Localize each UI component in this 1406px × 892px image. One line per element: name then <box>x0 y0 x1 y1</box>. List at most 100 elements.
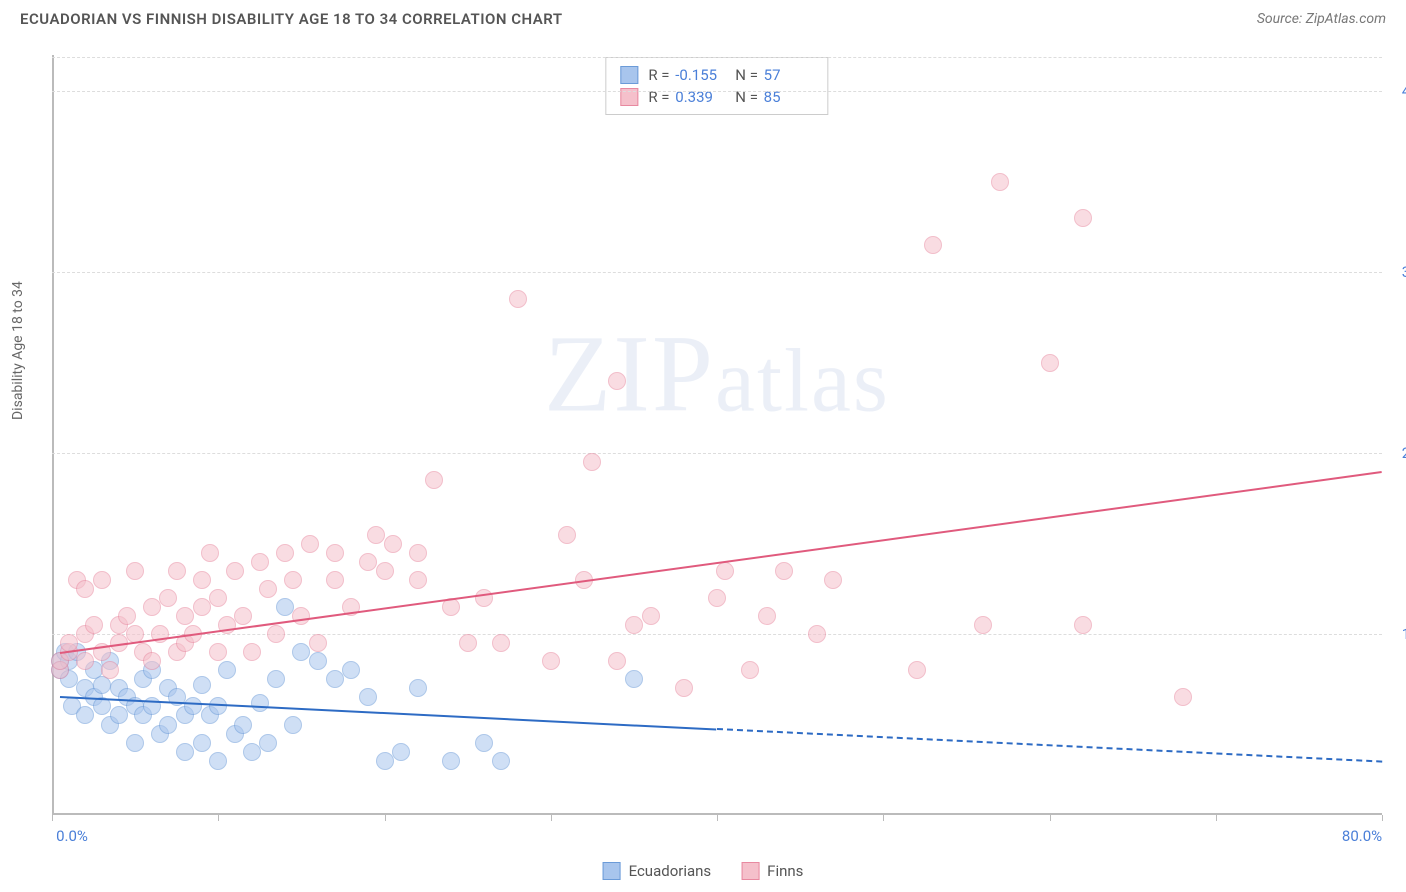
data-point <box>326 670 344 688</box>
gridline <box>52 272 1382 273</box>
data-point <box>101 661 119 679</box>
data-point <box>176 607 194 625</box>
data-point <box>143 652 161 670</box>
data-point <box>359 688 377 706</box>
data-point <box>442 752 460 770</box>
gridline <box>52 91 1382 92</box>
data-point <box>708 589 726 607</box>
data-point <box>924 236 942 254</box>
data-point <box>542 652 560 670</box>
data-point <box>168 562 186 580</box>
data-point <box>716 562 734 580</box>
data-point <box>218 661 236 679</box>
scatter-chart: ZIPatlas R = -0.155 N = 57 R = 0.339 N =… <box>52 55 1382 815</box>
n-label: N = <box>735 66 758 84</box>
y-axis-line <box>52 55 54 815</box>
data-point <box>326 544 344 562</box>
data-point <box>1074 209 1092 227</box>
ecuadorians-swatch-icon <box>603 862 621 880</box>
x-tick-mark <box>551 815 552 821</box>
data-point <box>193 571 211 589</box>
data-point <box>276 598 294 616</box>
data-point <box>209 643 227 661</box>
r-label: R = <box>648 66 669 84</box>
legend-item-finns: Finns <box>741 862 803 880</box>
data-point <box>193 676 211 694</box>
data-point <box>425 471 443 489</box>
data-point <box>243 643 261 661</box>
data-point <box>409 679 427 697</box>
data-point <box>243 743 261 761</box>
data-point <box>118 607 136 625</box>
data-point <box>509 290 527 308</box>
data-point <box>176 743 194 761</box>
data-point <box>309 634 327 652</box>
legend-item-ecuadorians: Ecuadorians <box>603 862 712 880</box>
data-point <box>991 173 1009 191</box>
data-point <box>475 589 493 607</box>
data-point <box>459 634 477 652</box>
data-point <box>126 734 144 752</box>
y-axis-label: Disability Age 18 to 34 <box>10 281 26 420</box>
data-point <box>775 562 793 580</box>
data-point <box>259 580 277 598</box>
x-tick-mark <box>218 815 219 821</box>
data-point <box>342 661 360 679</box>
x-tick-mark <box>52 815 53 821</box>
correlation-stats-box: R = -0.155 N = 57 R = 0.339 N = 85 <box>605 57 828 115</box>
data-point <box>226 562 244 580</box>
data-point <box>376 562 394 580</box>
data-point <box>359 553 377 571</box>
data-point <box>234 716 252 734</box>
data-point <box>384 535 402 553</box>
data-point <box>193 734 211 752</box>
data-point <box>392 743 410 761</box>
data-point <box>76 580 94 598</box>
gridline <box>52 634 1382 635</box>
finns-swatch-icon <box>741 862 759 880</box>
data-point <box>908 661 926 679</box>
data-point <box>292 607 310 625</box>
chart-title: ECUADORIAN VS FINNISH DISABILITY AGE 18 … <box>20 10 563 28</box>
y-tick-label: 30.0% <box>1387 263 1406 281</box>
data-point <box>409 571 427 589</box>
x-tick-mark <box>1216 815 1217 821</box>
data-point <box>110 706 128 724</box>
y-tick-label: 20.0% <box>1387 444 1406 462</box>
data-point <box>675 679 693 697</box>
data-point <box>284 571 302 589</box>
x-tick-mark <box>1382 815 1383 821</box>
data-point <box>376 752 394 770</box>
series1-swatch-icon <box>620 66 638 84</box>
stats-row: R = 0.339 N = 85 <box>620 86 813 108</box>
data-point <box>143 598 161 616</box>
data-point <box>492 752 510 770</box>
x-tick-mark <box>883 815 884 821</box>
data-point <box>558 526 576 544</box>
data-point <box>301 535 319 553</box>
data-point <box>608 372 626 390</box>
data-point <box>209 589 227 607</box>
x-tick-mark <box>385 815 386 821</box>
series1-r-value: -0.155 <box>675 66 725 84</box>
watermark-text: ZIPatlas <box>544 311 890 438</box>
data-point <box>1041 354 1059 372</box>
data-point <box>93 571 111 589</box>
data-point <box>1174 688 1192 706</box>
gridline <box>52 453 1382 454</box>
trend-line <box>717 728 1382 763</box>
data-point <box>475 734 493 752</box>
data-point <box>267 625 285 643</box>
x-tick-label: 0.0% <box>56 827 88 845</box>
data-point <box>193 598 211 616</box>
data-point <box>642 607 660 625</box>
data-point <box>758 607 776 625</box>
data-point <box>259 734 277 752</box>
x-tick-mark <box>1050 815 1051 821</box>
data-point <box>209 697 227 715</box>
data-point <box>76 706 94 724</box>
x-tick-mark <box>717 815 718 821</box>
data-point <box>625 670 643 688</box>
legend-label: Ecuadorians <box>629 862 712 880</box>
y-tick-label: 10.0% <box>1387 625 1406 643</box>
